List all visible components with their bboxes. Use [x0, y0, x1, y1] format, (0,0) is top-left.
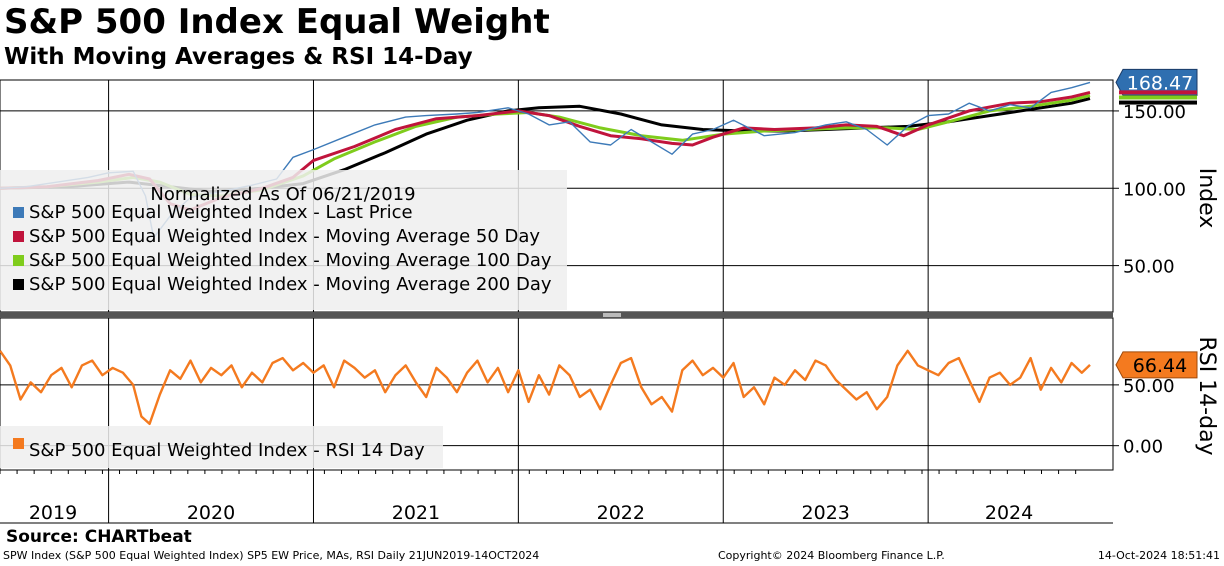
y-tick-label: 150.00	[1123, 102, 1186, 123]
chart-subtitle: With Moving Averages & RSI 14-Day	[4, 44, 473, 70]
x-tick-label: 2019	[29, 502, 77, 524]
x-tick-label: 2022	[597, 502, 645, 524]
legend-swatch-ma100	[13, 255, 24, 266]
rsi-tag-label: 66.44	[1133, 355, 1187, 377]
series-line-rsi	[0, 349, 1091, 425]
legend-label-price: S&P 500 Equal Weighted Index - Last Pric…	[29, 202, 413, 223]
price-tag-label: 168.47	[1127, 72, 1193, 94]
rsi-tick-label: 0.00	[1123, 437, 1163, 458]
legend-label-ma200: S&P 500 Equal Weighted Index - Moving Av…	[29, 274, 552, 295]
footer-description: SPW Index (S&P 500 Equal Weighted Index)…	[3, 549, 540, 562]
y-axis-title: Index	[1194, 168, 1219, 229]
legend-rsi-bg	[0, 426, 443, 468]
x-tick-label: 2024	[985, 502, 1033, 524]
panel-divider	[0, 312, 1113, 318]
panel-divider-handle	[603, 313, 621, 317]
ma-last-marker-ma100	[1119, 95, 1197, 100]
legend-label-ma50: S&P 500 Equal Weighted Index - Moving Av…	[29, 226, 540, 247]
rsi-tick-label: 50.00	[1123, 376, 1175, 397]
legend-label-rsi: S&P 500 Equal Weighted Index - RSI 14 Da…	[29, 440, 425, 461]
source-note: Source: CHARTbeat	[6, 527, 192, 547]
ma-last-marker-ma50	[1119, 90, 1197, 95]
price-last-value-tag: 168.47	[1115, 68, 1198, 96]
chart-title: S&P 500 Index Equal Weight	[4, 2, 550, 42]
x-tick-label: 2023	[802, 502, 850, 524]
rsi-tag-shape	[1115, 351, 1198, 379]
rsi-last-value-tag: 66.44	[1115, 351, 1198, 379]
ma-last-marker-ma200	[1119, 100, 1197, 105]
footer-timestamp: 14-Oct-2024 18:51:41	[1097, 549, 1220, 562]
x-tick-label: 2020	[187, 502, 235, 524]
legend-top-bg	[0, 170, 567, 310]
x-tick-label: 2021	[392, 502, 440, 524]
legend-swatch-ma50	[13, 231, 24, 242]
legend-label-ma100: S&P 500 Equal Weighted Index - Moving Av…	[29, 250, 552, 271]
legend-swatch-rsi	[13, 438, 24, 449]
legend-title: Normalized As Of 06/21/2019	[150, 184, 415, 205]
y-tick-label: 100.00	[1123, 179, 1186, 200]
legend-rsi: S&P 500 Equal Weighted Index - RSI 14 Da…	[0, 426, 443, 468]
legend-swatch-ma200	[13, 279, 24, 290]
rsi-axis-title: RSI 14-day	[1194, 336, 1219, 455]
y-tick-label: 50.00	[1123, 257, 1175, 278]
legend-swatch-price	[13, 207, 24, 218]
footer-copyright: Copyright© 2024 Bloomberg Finance L.P.	[718, 549, 945, 562]
